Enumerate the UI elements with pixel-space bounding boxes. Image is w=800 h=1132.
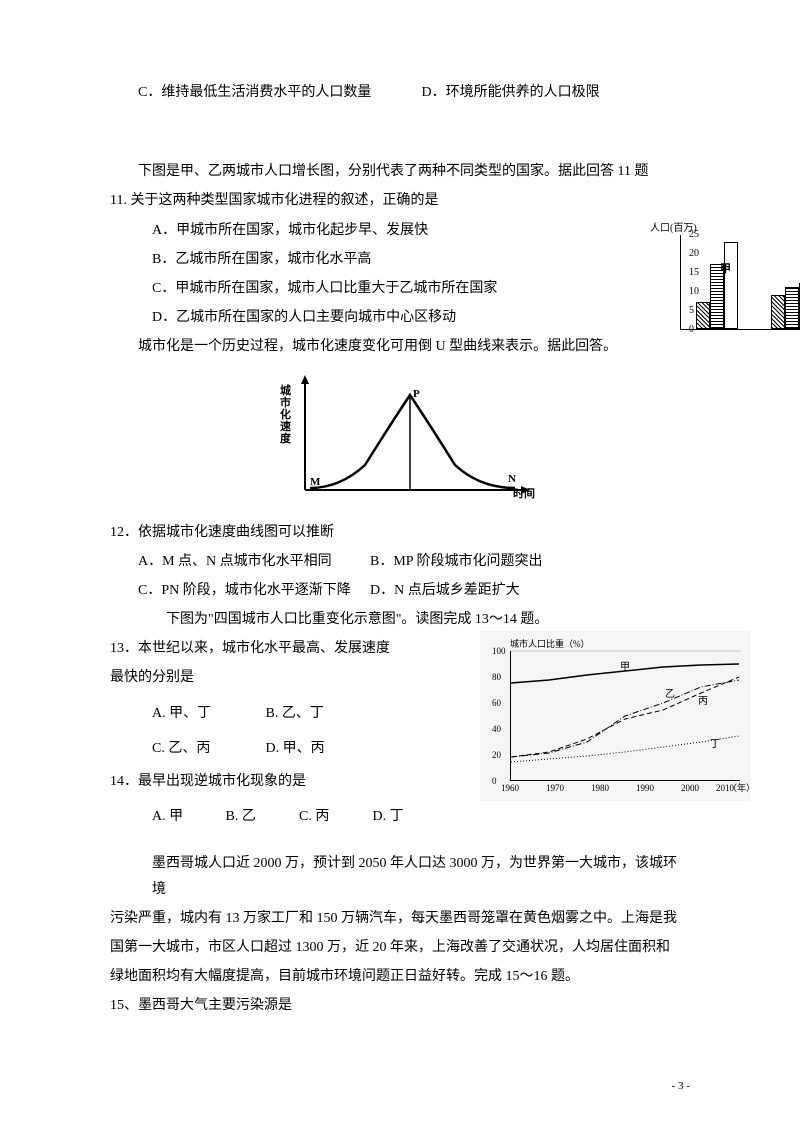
- option-row: C．维持最低生活消费水平的人口数量 D．环境所能供养的人口极限: [110, 80, 690, 105]
- q11-d: D．乙城市所在国家的人口主要向城市中心区移动: [110, 305, 690, 330]
- q13-b: B. 乙、丁: [266, 706, 324, 721]
- q14-b: B. 乙: [226, 804, 296, 829]
- q11-a: A．甲城市所在国家，城市化起步早、发展快: [110, 218, 690, 243]
- curve-xlabel: 时间: [513, 485, 535, 505]
- line-chart: 城市人口比重（%） 0 20 40 60 80 100 1960 1970 19…: [480, 631, 750, 801]
- question-11: 11. 关于这两种类型国家城市化进程的叙述，正确的是: [110, 188, 690, 213]
- curve-P: P: [413, 385, 420, 405]
- intro-12: 城市化是一个历史过程，城市化速度变化可用倒 U 型曲线来表示。据此回答。: [110, 334, 690, 359]
- para-15-2: 污染严重，城内有 13 万家工厂和 150 万辆汽车，每天墨西哥笼罩在黄色烟雾之…: [110, 906, 690, 931]
- curve-M: M: [310, 473, 320, 493]
- option-c: C．维持最低生活消费水平的人口数量: [138, 80, 418, 105]
- curve-chart: 城市化速度 M P N 时间: [280, 370, 540, 510]
- q14-c: C. 丙: [299, 804, 369, 829]
- q13-a: A. 甲、丁: [152, 701, 262, 726]
- para-15-4: 绿地面积均有大幅度提高，目前城市环境问题正日益好转。完成 15～16 题。: [110, 964, 690, 989]
- q14-a: A. 甲: [152, 804, 222, 829]
- intro-13: 下图为"四国城市人口比重变化示意图"。读图完成 13～14 题。: [110, 607, 690, 632]
- q12-d: D．N 点后城乡差距扩大: [370, 578, 520, 603]
- q11-c: C．甲城市所在国家，城市人口比重大于乙城市所在国家: [110, 276, 690, 301]
- q12-b: B．MP 阶段城市化问题突出: [370, 549, 543, 574]
- page-number: - 3 -: [672, 1077, 690, 1097]
- q13-d: D. 甲、丙: [266, 741, 325, 756]
- q13-c: C. 乙、丙: [152, 736, 262, 761]
- para-15-1: 墨西哥城人口近 2000 万，预计到 2050 年人口达 3000 万，为世界第…: [110, 851, 690, 901]
- q12-c: C．PN 阶段，城市化水平逐渐下降: [110, 578, 370, 603]
- question-12: 12．依据城市化速度曲线图可以推断: [110, 520, 690, 545]
- q12-a: A．M 点、N 点城市化水平相同: [110, 549, 370, 574]
- para-15-3: 国第一大城市，市区人口超过 1300 万，近 20 年来，上海改善了交通状况，人…: [110, 935, 690, 960]
- bar-chart: 人口(百万) 1970 年 1985 年 2010 年 0 5 10 15 20…: [650, 215, 800, 345]
- q14-d: D. 丁: [373, 809, 404, 824]
- bar-axis: 0 5 10 15 20 25: [680, 235, 800, 330]
- option-d: D．环境所能供养的人口极限: [422, 85, 600, 100]
- line-ylabel: 城市人口比重（%）: [510, 636, 590, 652]
- q11-b: B．乙城市所在国家，城市化水平高: [110, 247, 690, 272]
- question-15: 15、墨西哥大气主要污染源是: [110, 993, 690, 1018]
- intro-11: 下图是甲、乙两城市人口增长图，分别代表了两种不同类型的国家。据此回答 11 题: [110, 159, 690, 184]
